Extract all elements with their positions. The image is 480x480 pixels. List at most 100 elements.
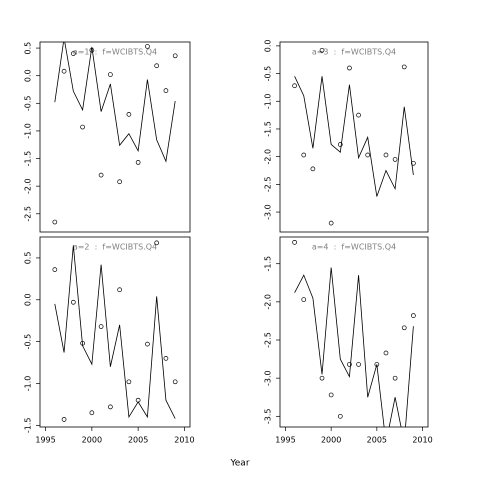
data-point: [70, 51, 76, 56]
data-point: [145, 44, 150, 49]
y-tick-label: -1.0: [264, 93, 273, 109]
data-point: [126, 379, 132, 385]
data-point: [117, 179, 122, 185]
data-point: [392, 375, 398, 381]
data-point: [145, 341, 150, 347]
data-point: [135, 397, 141, 403]
x-tick-label: 2000: [321, 436, 341, 445]
plot-frame: [39, 41, 191, 233]
data-point: [52, 267, 58, 272]
y-tick-label: -2.5: [24, 206, 33, 222]
y-tick-label: 0.0: [24, 293, 33, 306]
data-point: [154, 240, 160, 246]
data-point: [392, 157, 398, 162]
data-point: [98, 324, 104, 329]
y-tick-label: 0.0: [24, 69, 33, 82]
series-line: [294, 76, 414, 197]
panel-title: a=3 : f=WCIBTS.Q4: [312, 48, 396, 57]
data-point: [310, 166, 316, 172]
x-tick-label: 2005: [367, 436, 387, 445]
y-tick-label: -3.0: [264, 204, 273, 220]
data-point: [126, 112, 132, 117]
data-point: [70, 299, 76, 305]
data-point: [347, 65, 352, 71]
series-line: [54, 245, 176, 419]
series-line: [54, 42, 176, 163]
data-point: [301, 152, 307, 158]
y-tick-label: -0.5: [264, 66, 273, 82]
data-point: [135, 160, 141, 165]
x-tick-label: 2010: [412, 436, 432, 445]
plot-area: [52, 42, 178, 225]
y-tick-label: -1.0: [24, 123, 33, 139]
data-point: [301, 297, 307, 302]
data-point: [292, 83, 297, 89]
data-point: [163, 356, 169, 361]
plot-frame: [279, 236, 429, 428]
data-point: [328, 392, 334, 398]
data-point: [52, 219, 58, 225]
x-tick-label: 2005: [128, 436, 148, 445]
plot-area: [52, 240, 178, 422]
data-point: [383, 152, 389, 158]
y-tick-label: -2.0: [264, 149, 273, 165]
y-tick-label: -1.0: [24, 376, 33, 392]
data-point: [374, 362, 380, 367]
data-point: [61, 417, 67, 422]
y-tick-label: -1.5: [24, 151, 33, 167]
data-point: [292, 239, 297, 245]
data-point: [172, 379, 178, 385]
y-tick-label: -2.0: [24, 178, 33, 194]
data-point: [117, 287, 122, 293]
data-point: [356, 112, 361, 118]
data-point: [172, 53, 178, 59]
panel-title: a=4 : f=WCIBTS.Q4: [312, 243, 396, 252]
panel: a=1 : f=WCIBTS.Q4 0.5 0.0 -0.5 -1.0 -1.5 -2.0 -…: [24, 41, 191, 233]
data-point: [108, 404, 113, 410]
data-point: [98, 172, 104, 178]
data-point: [365, 152, 371, 158]
y-tick-label: -3.5: [264, 409, 273, 425]
data-point: [401, 325, 407, 331]
y-tick-label: -0.5: [24, 96, 33, 112]
panel-title: a=1 : f=WCIBTS.Q4: [73, 48, 157, 57]
x-tick-label: 1995: [275, 436, 295, 445]
data-point: [356, 362, 361, 367]
data-point: [337, 413, 343, 419]
panel: a=3 : f=WCIBTS.Q4 0.0 -0.5 -1.0 -1.5 -2.0 -2.5…: [264, 40, 429, 233]
plot-area: [292, 239, 416, 427]
x-tick-label: 1995: [35, 436, 55, 445]
panel: a=4 : f=WCIBTS.Q4 -1.5 -2.0 -2.5 -3.0 -3.5 199…: [264, 236, 433, 445]
data-point: [411, 313, 416, 318]
y-tick-label: -3.0: [264, 370, 273, 386]
data-point: [108, 72, 113, 77]
data-point: [163, 88, 169, 93]
data-point: [347, 362, 352, 367]
data-point: [154, 63, 160, 69]
y-tick-label: 0.5: [24, 42, 33, 55]
panel-title: a=2 : f=WCIBTS.Q4: [73, 243, 157, 252]
y-tick-label: -1.5: [264, 121, 273, 137]
x-axis-label: Year: [229, 459, 249, 469]
y-tick-label: -1.5: [24, 418, 33, 434]
plot-frame: [279, 41, 429, 233]
data-point: [89, 47, 95, 53]
x-tick-label: 2000: [82, 436, 102, 445]
plot-area: [292, 47, 416, 226]
data-point: [61, 68, 67, 74]
y-tick-label: -2.0: [264, 294, 273, 310]
plot-frame: [39, 236, 191, 428]
y-tick-label: -0.5: [24, 334, 33, 350]
data-point: [89, 410, 95, 416]
series-line: [294, 267, 414, 427]
data-point: [80, 124, 85, 130]
data-point: [401, 64, 407, 70]
y-tick-label: -1.5: [264, 256, 273, 272]
x-tick-label: 2010: [174, 436, 194, 445]
y-tick-label: -2.5: [264, 332, 273, 348]
y-tick-label: -2.5: [264, 177, 273, 193]
y-tick-label: 0.0: [264, 40, 273, 53]
